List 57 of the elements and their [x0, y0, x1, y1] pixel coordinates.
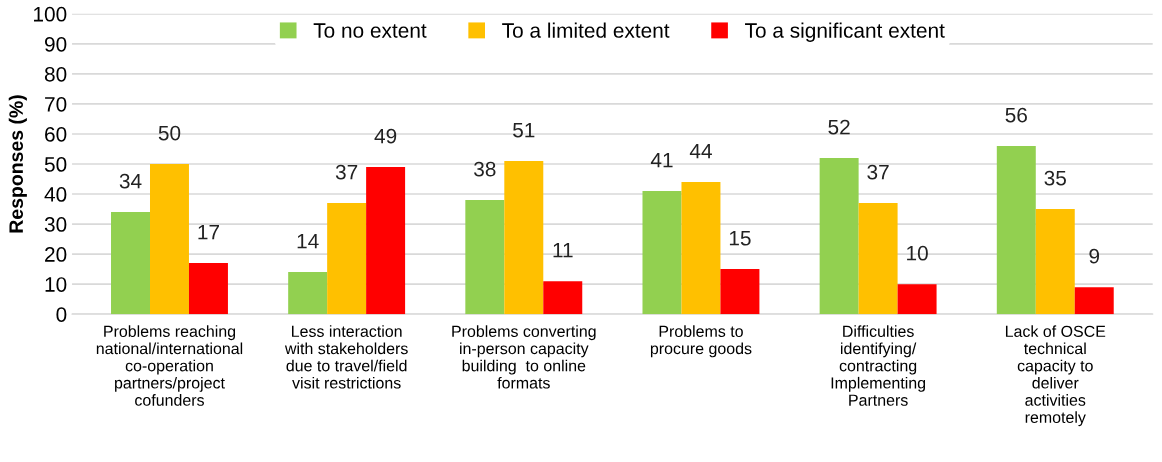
bar [149, 164, 189, 315]
bar [819, 158, 859, 315]
data-label: 9 [1089, 248, 1100, 264]
bar [1074, 287, 1114, 315]
bar [996, 145, 1036, 315]
data-label: 34 [119, 173, 142, 189]
data-label: 41 [650, 152, 673, 168]
y-tick-label: 50 [44, 157, 67, 172]
legend-label: To no extent [313, 23, 427, 38]
data-label: 52 [828, 119, 850, 135]
y-tick-label: 80 [44, 66, 67, 82]
data-label: 38 [474, 161, 496, 177]
y-tick-label: 0 [56, 307, 67, 322]
data-label: 44 [689, 143, 712, 159]
data-label: 51 [513, 122, 535, 138]
bar [642, 191, 682, 315]
y-tick-label: 70 [45, 96, 67, 112]
bar [366, 167, 406, 315]
y-tick-label: 90 [44, 36, 67, 52]
data-label: 10 [907, 245, 928, 261]
data-label: 14 [297, 234, 319, 249]
y-tick-label: 100 [34, 6, 67, 22]
x-tick-label: Lack of OSCE technical capacity to deliver activities remotely [1005, 325, 1106, 427]
y-tick-label: 40 [44, 187, 67, 202]
bar [288, 272, 328, 315]
x-tick-label: Difficulties identifying/ contracting Implementing Partners [831, 325, 926, 406]
x-tick-label: Less interaction with stakeholders due to travel/field visit restrictions [284, 325, 408, 389]
y-tick-label: 10 [45, 277, 67, 292]
data-label: 49 [374, 128, 397, 144]
y-tick-label: 60 [45, 126, 67, 142]
bar [858, 203, 898, 315]
data-label: 56 [1005, 107, 1027, 123]
data-label: 15 [729, 231, 751, 246]
bar [504, 161, 544, 315]
data-label: 17 [198, 225, 219, 240]
x-tick-label: Problems converting in-person capacity building to online formats [452, 325, 596, 389]
bar [188, 263, 228, 315]
legend-label: To a limited extent [502, 22, 670, 38]
x-tick-label: Problems to procure goods [650, 325, 752, 358]
data-label: 37 [867, 164, 889, 180]
data-label: 11 [553, 243, 573, 258]
y-axis-title: Responses (%) [8, 95, 27, 233]
bar [465, 200, 505, 315]
bar [1035, 209, 1075, 315]
bar [897, 284, 937, 315]
data-label: 35 [1044, 170, 1066, 186]
x-tick-label: Problems reaching national/international co-operation partners/project cofunders [96, 325, 243, 406]
y-tick-label: 20 [45, 247, 67, 262]
data-label: 37 [335, 164, 358, 180]
data-label: 50 [158, 125, 181, 141]
bar [111, 212, 150, 315]
bar [327, 203, 367, 315]
legend-label: To a significant extent [745, 22, 945, 42]
y-tick-label: 30 [44, 217, 67, 232]
bar [681, 182, 721, 315]
bar [543, 281, 583, 315]
bar [720, 269, 760, 315]
